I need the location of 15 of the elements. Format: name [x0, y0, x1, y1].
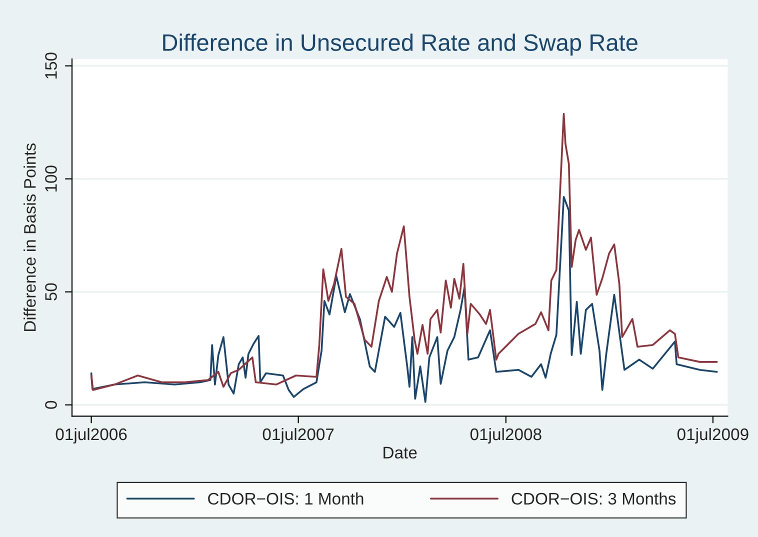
line-series [90, 196, 718, 403]
line-series [90, 112, 718, 391]
x-tick-label: 01jul2007 [262, 428, 334, 444]
y-axis-title: Difference in Basis Points [24, 143, 36, 332]
y-tick-label: 100 [45, 166, 57, 192]
legend-label: CDOR−OIS: 3 Months [512, 492, 676, 505]
x-axis-title: Date [384, 446, 417, 459]
x-tick-label: 01jul2006 [56, 428, 127, 444]
x-tick-label: 01jul2008 [470, 428, 542, 444]
x-tick-label: 01jul2009 [677, 428, 748, 444]
y-tick-label: 0 [45, 400, 57, 409]
y-tick-label: 150 [45, 52, 57, 78]
y-tick-label: 50 [45, 283, 57, 300]
chart-title: Difference in Unsecured Rate and Swap Rate [163, 34, 638, 56]
legend-label: CDOR−OIS: 1 Month [208, 492, 364, 505]
